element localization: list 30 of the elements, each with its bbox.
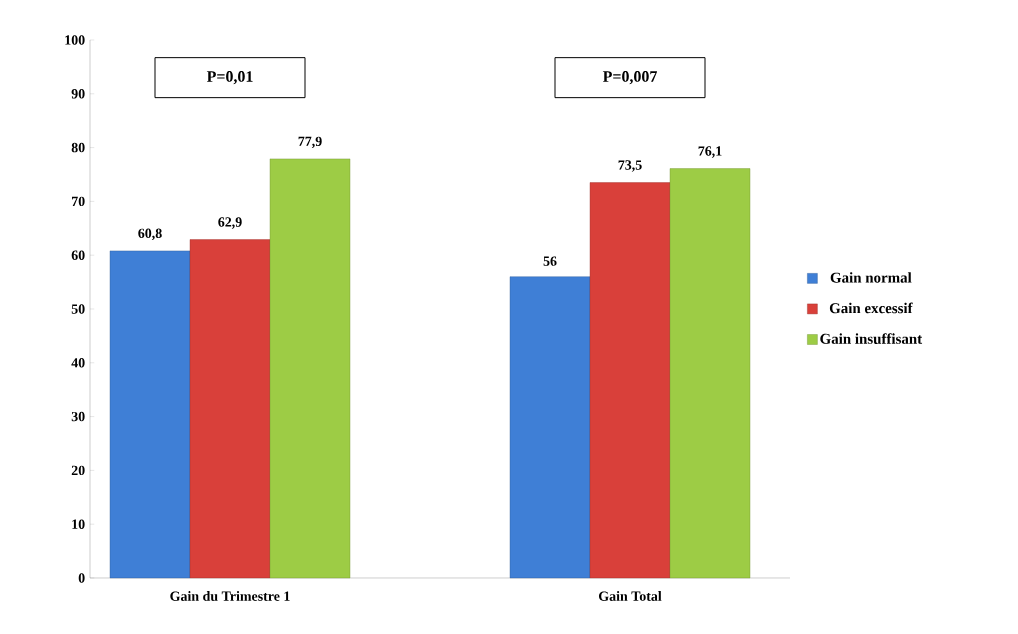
x-tick-label: Gain du Trimestre 1 — [170, 591, 290, 601]
legend-label: Gain excessif — [829, 302, 913, 314]
data-label: 60,8 — [138, 228, 162, 241]
y-tick-label: 90 — [71, 89, 85, 99]
y-tick-label: 40 — [71, 358, 85, 368]
y-tick-label: 70 — [72, 196, 85, 207]
data-label: 77,9 — [298, 136, 322, 149]
bar — [509, 276, 591, 579]
legend-label: Gain normal — [830, 272, 912, 283]
annotation: P=0,01 — [206, 71, 253, 85]
data-label: 56 — [543, 256, 557, 266]
y-tick-label: 50 — [71, 304, 85, 314]
data-label: 76,1 — [698, 146, 722, 158]
bar — [269, 158, 351, 579]
y-tick-label: 20 — [71, 465, 85, 476]
data-label: 73,5 — [618, 160, 642, 172]
y-tick-label: 0 — [78, 573, 85, 583]
bar — [589, 182, 671, 579]
y-tick-label: 60 — [71, 250, 85, 260]
y-tick-label: 10 — [72, 519, 85, 529]
bar — [109, 250, 191, 579]
y-tick-label: 30 — [71, 411, 85, 422]
y-tick-label: 80 — [71, 142, 85, 153]
bar — [189, 239, 271, 579]
y-tick-label: 100 — [65, 35, 85, 45]
bar — [669, 168, 751, 579]
data-label: 62,9 — [218, 217, 242, 229]
x-tick-label: Gain Total — [598, 591, 662, 601]
legend-label: Gain insuffisant — [820, 333, 923, 344]
annotation: P=0,007 — [602, 71, 657, 85]
